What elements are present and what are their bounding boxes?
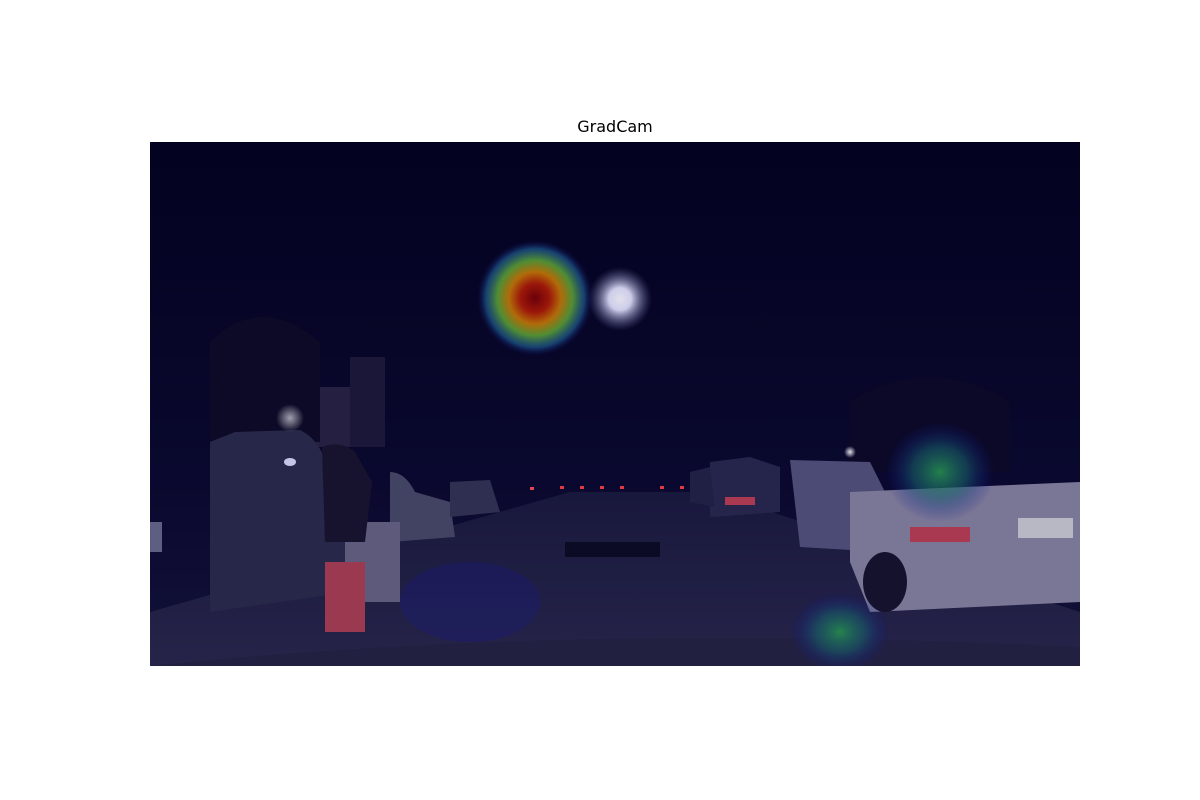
figure-title: GradCam (150, 117, 1080, 136)
night-street-scene (150, 142, 1080, 666)
gradcam-overlay-image (150, 142, 1080, 666)
